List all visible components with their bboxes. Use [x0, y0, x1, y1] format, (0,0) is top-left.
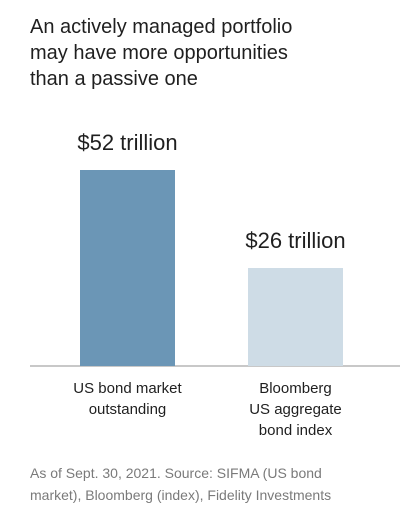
chart-title: An actively managed portfolio may have m…	[30, 16, 293, 90]
source-note: As of Sept. 30, 2021. Source: SIFMA (US …	[30, 465, 332, 503]
x-tick-label: Bloomberg US aggregate bond index	[249, 380, 342, 439]
bar	[80, 170, 175, 366]
x-tick-label: US bond market outstanding	[73, 380, 182, 418]
value-label: $26 trillion	[245, 228, 346, 253]
value-label: $52 trillion	[77, 130, 178, 155]
bar	[248, 268, 343, 366]
